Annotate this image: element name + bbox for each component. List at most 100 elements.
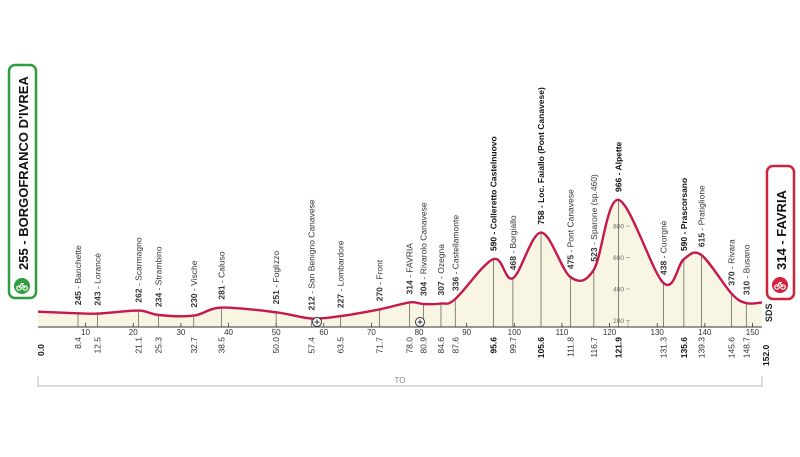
finish-label: 314 - FAVRIA	[774, 189, 789, 270]
point-name: - Alpette	[614, 141, 624, 177]
point-name: - Cuorgnè	[658, 220, 668, 260]
point-km: 121.9	[614, 337, 624, 359]
sds-logo: SDS	[764, 303, 774, 322]
point-altitude: 310	[741, 281, 751, 295]
point-km: 139.3	[697, 337, 707, 359]
finish-bike-icon	[772, 277, 788, 293]
profile-line	[37, 198, 763, 320]
point-name: - Loc. Faiallo (Pont Canavese)	[536, 87, 546, 210]
finish-km: 152.0	[761, 344, 771, 366]
point-name: - Ozegna	[436, 244, 446, 282]
point-label: 438 - Cuorgnè	[658, 220, 668, 275]
point-km: 145.6	[727, 337, 737, 359]
point-label: 336 - Castellamonte	[450, 215, 460, 291]
point-label: 251 - Foglizzo	[271, 251, 281, 305]
x-tick-label: 50	[272, 328, 281, 337]
point-label: 615 - Pratiglione	[697, 185, 707, 247]
point-altitude: 227	[335, 294, 345, 308]
point-km: 87.6	[450, 337, 460, 354]
point-name: - Lombardore	[335, 240, 345, 294]
point-altitude: 590	[488, 237, 498, 251]
point-km: 57.4	[306, 337, 316, 354]
point-label: 243 - Lorancè	[93, 253, 103, 306]
x-tick-label: 40	[224, 328, 233, 337]
point-km: 63.5	[335, 337, 345, 354]
point-altitude: 615	[697, 233, 707, 247]
point-markers: 245 - Banchette 243 - Lorancè 262 - Scarma…	[73, 87, 751, 327]
start-badge: 255 - BORGOFRANCO D'IVREA	[7, 63, 38, 300]
finish-badge: 314 - FAVRIA	[765, 164, 796, 301]
point-km: 105.6	[536, 337, 546, 359]
point-label: 590 - Prascorsano	[679, 178, 689, 251]
point-label: 234 - Strambino	[154, 246, 164, 307]
point-km: 111.8	[566, 337, 576, 357]
point-name: - Lorancè	[93, 253, 103, 292]
point-name: - Rivara	[727, 239, 737, 271]
profile-area	[38, 199, 762, 327]
start-label: 255 - BORGOFRANCO D'IVREA	[16, 76, 31, 270]
x-tick-label: 30	[176, 328, 185, 337]
point-label: 212 - San Benigno Canavese	[306, 199, 316, 310]
point-km: 131.3	[658, 337, 668, 359]
point-label: 370 - Rivara	[727, 239, 737, 286]
sprint-icon	[312, 317, 322, 327]
point-label: 475 - Pont Canavese	[566, 189, 576, 269]
point-name: - Borgiallo	[508, 215, 518, 256]
point-label: 758 - Loc. Faiallo (Pont Canavese)	[536, 87, 546, 225]
point-name: - Strambino	[154, 246, 164, 293]
point-name: - Colleretto Castelnuovo	[488, 136, 498, 237]
point-altitude: 475	[566, 255, 576, 269]
point-altitude: 370	[727, 271, 737, 285]
point-name: - Rivarolo Canavese	[418, 202, 428, 282]
point-km: 148.7	[741, 337, 751, 359]
point-label: 468 - Borgiallo	[508, 215, 518, 270]
point-altitude: 590	[679, 237, 689, 251]
start-bike-icon	[14, 278, 30, 294]
point-name: - Busano	[741, 244, 751, 281]
point-altitude: 230	[189, 293, 199, 307]
x-tick-label: 150	[746, 328, 760, 337]
point-altitude: 243	[93, 291, 103, 305]
point-altitude: 966	[614, 177, 624, 191]
x-tick-label: 70	[367, 328, 376, 337]
point-km: 78.0	[405, 337, 415, 354]
point-name: - Prascorsano	[679, 178, 689, 237]
point-name: - Banchette	[73, 245, 83, 291]
province-label: TO	[395, 376, 406, 385]
point-km: 8.4	[73, 337, 83, 349]
point-name: - Caluso	[216, 251, 226, 285]
point-label: 270 - Front	[375, 259, 385, 301]
start-km: 0.0	[36, 344, 46, 356]
x-tick-label: 120	[603, 328, 617, 337]
point-label: 262 - Scarmagno	[134, 237, 144, 302]
point-altitude: 468	[508, 256, 518, 270]
point-label: 523 - Sparone (sp.460)	[589, 174, 599, 262]
point-km: 116.7	[589, 337, 599, 358]
point-altitude: 314	[405, 280, 415, 294]
point-name: - Pont Canavese	[566, 189, 576, 255]
point-name: - San Benigno Canavese	[306, 199, 316, 296]
x-tick-label: 140	[698, 328, 712, 337]
point-altitude: 262	[134, 288, 144, 302]
point-km: 71.7	[375, 337, 385, 354]
point-label: 310 - Busano	[741, 244, 751, 295]
point-altitude: 270	[375, 287, 385, 301]
point-altitude: 281	[216, 285, 226, 299]
province-bracket: TO	[37, 376, 763, 387]
point-km: 50.0	[271, 337, 281, 354]
point-km: 80.9	[418, 337, 428, 354]
feed-zone-icon	[415, 317, 425, 327]
point-name: - Sparone (sp.460)	[589, 174, 599, 247]
point-altitude: 438	[658, 260, 668, 274]
x-tick-label: 90	[462, 328, 471, 337]
point-name: - Vische	[189, 260, 199, 293]
point-km: 32.7	[189, 337, 199, 354]
point-km: 12.5	[93, 337, 103, 354]
point-label: 245 - Banchette	[73, 245, 83, 305]
point-label: 307 - Ozegna	[436, 244, 446, 296]
x-tick-label: 10	[81, 328, 90, 337]
point-name: - Scarmagno	[134, 237, 144, 288]
point-altitude: 336	[450, 277, 460, 291]
point-km: 135.6	[679, 337, 689, 359]
